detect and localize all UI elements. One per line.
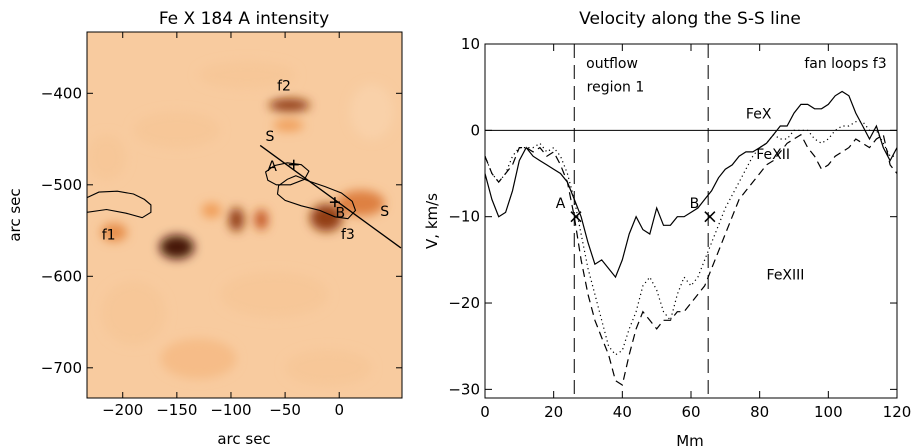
plot-y-tick-label: −10 (448, 208, 480, 226)
image-marker-a (288, 159, 299, 170)
image-x-ticks: −200 −150 −100 −50 0 (102, 32, 344, 419)
image-label-s-top: S (265, 129, 274, 145)
intensity-blob (285, 349, 372, 387)
plot-x-tick-label: 60 (681, 403, 700, 421)
intensity-blob (87, 134, 126, 181)
plot-frame (484, 43, 898, 399)
plot-point-label-b: B (690, 196, 700, 212)
image-frame (86, 31, 403, 399)
image-labels: f1 f2 f3 A B S S (102, 79, 390, 244)
intensity-blob (309, 204, 343, 232)
plot-y-ticks: −30 −20 −10 0 10 (448, 35, 897, 398)
plot-marker-b (704, 211, 716, 223)
image-label-f1: f1 (102, 228, 116, 244)
region-label-fan: fan loops f3 (804, 56, 886, 72)
plot-x-tick-label: 100 (814, 403, 843, 421)
intensity-blob (160, 338, 237, 379)
region-label-outflow-line1: outflow (586, 56, 638, 72)
image-title: Fe X 184 A intensity (159, 9, 329, 29)
plot-x-tick-label: 120 (883, 403, 912, 421)
plot-y-label: V, km/s (423, 193, 441, 249)
image-markers (288, 159, 340, 208)
plot-x-tick-label: 80 (750, 403, 769, 421)
intensity-blob (254, 209, 268, 230)
plot-x-tick-label: 20 (544, 403, 563, 421)
intensity-image-panel: Fe X 184 A intensity f1 f2 f3 A B S S −200 −150… (6, 9, 403, 448)
image-x-tick-label: −200 (102, 401, 143, 419)
plot-x-tick-label: 0 (480, 403, 490, 421)
image-y-label: arc sec (6, 188, 24, 241)
image-x-tick-label: −150 (156, 401, 197, 419)
image-y-tick-label: −400 (41, 84, 82, 102)
series-label-fex: FeX (746, 106, 772, 122)
contour-a-region (264, 162, 310, 186)
intensity-blob (198, 61, 296, 89)
intensity-blob (268, 98, 310, 112)
contour-f1 (87, 190, 152, 219)
series-label-fexiii: FeXIII (767, 268, 805, 284)
intensity-blob (101, 280, 167, 345)
plot-x-label: Mm (676, 432, 704, 448)
region-labels: outflow region 1 fan loops f3 (586, 56, 887, 95)
intensity-blob (220, 271, 329, 318)
image-y-tick-label: −500 (41, 176, 82, 194)
intensity-map (87, 32, 402, 398)
plot-markers (570, 211, 716, 223)
plot-point-label-a: A (556, 196, 566, 212)
intensity-blob (133, 111, 221, 149)
intensity-blob (273, 119, 304, 131)
plot-y-tick-label: 10 (461, 35, 480, 53)
series-line-fexiii (485, 133, 897, 386)
intensity-blob (201, 203, 222, 218)
region-label-outflow-line2: region 1 (587, 79, 645, 95)
series-label-fexii: FeXII (756, 147, 790, 163)
image-label-a: A (267, 159, 277, 175)
series-labels: FeX FeXII FeXIII (746, 106, 804, 283)
plot-marker-a (570, 211, 582, 223)
series-line-fex (485, 90, 897, 279)
image-y-tick-label: −700 (41, 359, 82, 377)
intensity-blob (101, 223, 128, 242)
image-label-s-bottom: S (380, 204, 389, 220)
plot-y-tick-label: −30 (448, 380, 480, 398)
plot-y-tick-label: −20 (448, 294, 480, 312)
image-x-label: arc sec (217, 430, 270, 448)
image-label-f3: f3 (341, 227, 355, 243)
reference-vertical-lines (573, 44, 709, 398)
image-label-f2: f2 (277, 79, 291, 95)
intensity-blob (159, 235, 195, 259)
image-y-ticks: −700 −600 −500 −400 (41, 84, 402, 377)
plot-title: Velocity along the S-S line (579, 9, 801, 29)
image-label-b: B (335, 206, 345, 222)
brightness-blobs (87, 61, 394, 387)
image-x-tick-label: −50 (269, 401, 301, 419)
contour-lines (87, 162, 357, 220)
ss-cut-line (259, 144, 402, 249)
plot-x-tick-label: 40 (613, 403, 632, 421)
image-x-tick-label: 0 (334, 401, 344, 419)
image-y-tick-label: −600 (41, 267, 82, 285)
image-x-tick-label: −100 (210, 401, 251, 419)
velocity-plot-panel: Velocity along the S-S line FeX FeXII FeXI… (423, 9, 911, 448)
intensity-blob (228, 207, 244, 232)
image-marker-b (329, 197, 340, 208)
plot-y-tick-label: 0 (470, 121, 480, 139)
plot-x-ticks: 0 20 40 60 80 100 120 (480, 44, 911, 421)
intensity-blob (350, 84, 394, 140)
velocity-series (485, 90, 897, 386)
contour-f3 (276, 175, 357, 220)
